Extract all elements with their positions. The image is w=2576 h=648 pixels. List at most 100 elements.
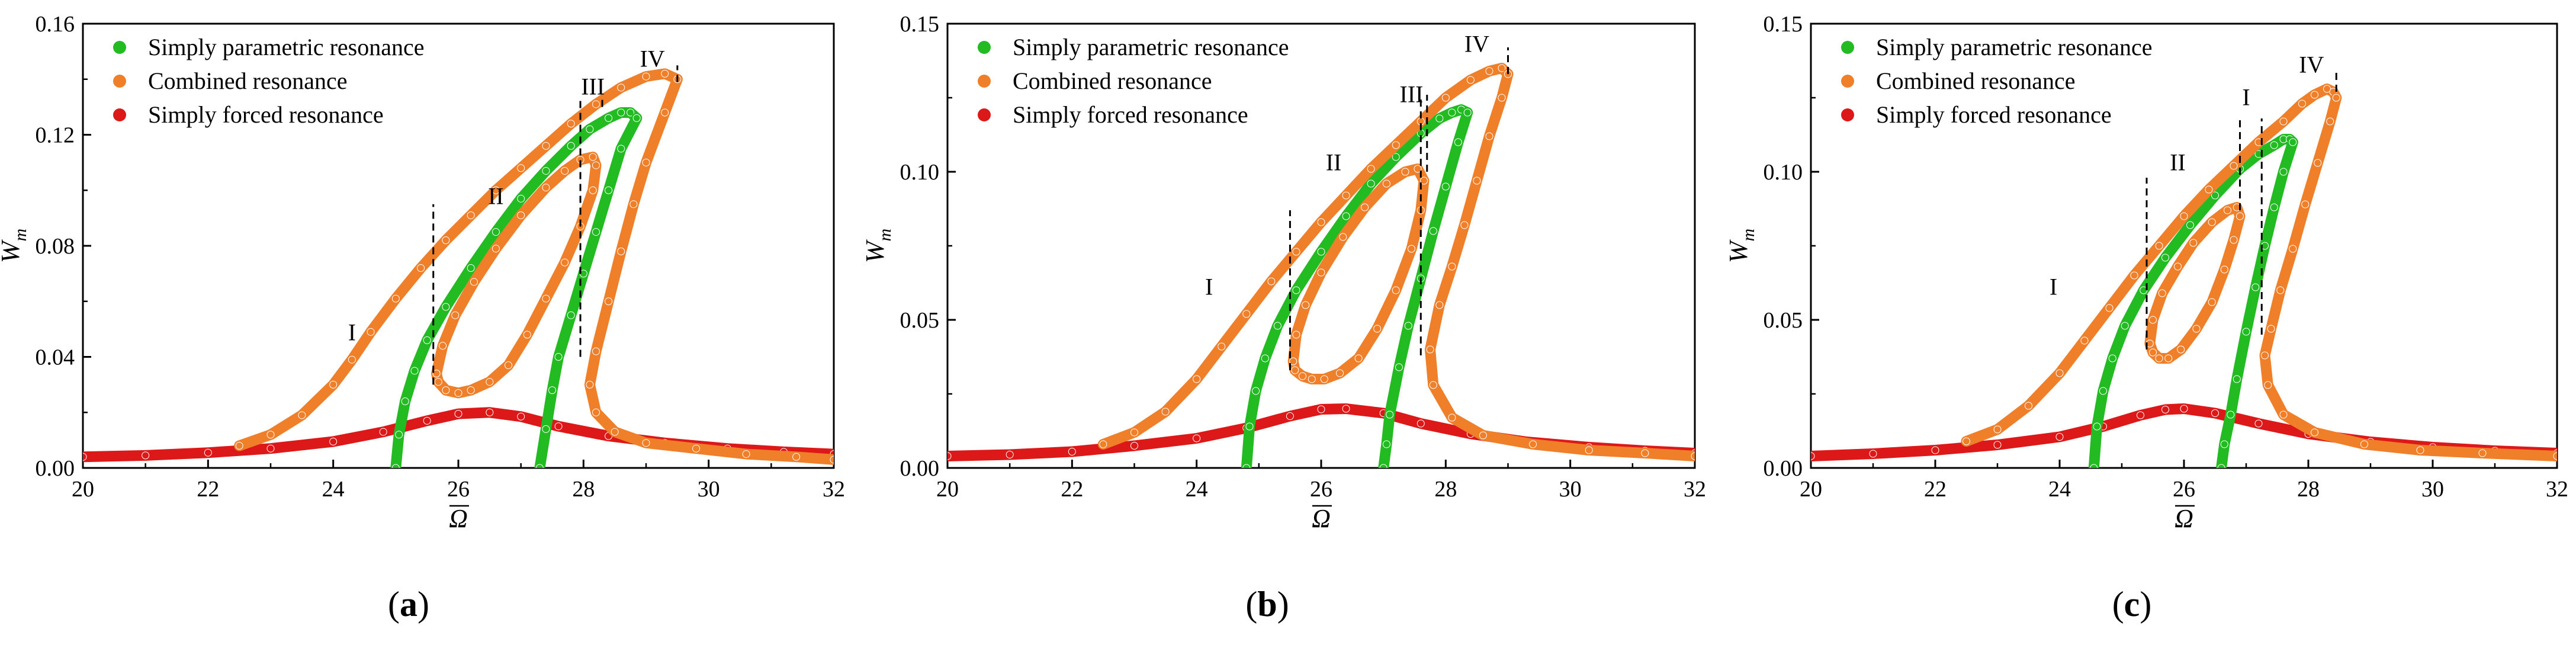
point-simply_parametric bbox=[548, 386, 556, 394]
point-combined bbox=[2192, 325, 2201, 333]
series-combined-segment-1 bbox=[2259, 92, 2557, 461]
point-simply_forced bbox=[454, 410, 462, 418]
legend-label-simply_forced: Simply forced resonance bbox=[1013, 101, 1248, 128]
point-simply_forced bbox=[1869, 450, 1877, 458]
point-combined bbox=[1218, 342, 1226, 351]
point-combined bbox=[2360, 440, 2368, 448]
y-axis-label: Wm bbox=[860, 229, 895, 263]
point-combined bbox=[1641, 449, 1649, 457]
point-simply_forced bbox=[2055, 433, 2064, 441]
y-tick-label: 0.05 bbox=[1764, 308, 1803, 333]
caption-b: (b) bbox=[1245, 585, 1289, 624]
point-simply_parametric bbox=[423, 336, 431, 344]
point-simply_parametric bbox=[2227, 410, 2235, 419]
point-simply_parametric bbox=[1382, 440, 1390, 448]
point-simply_forced bbox=[554, 422, 563, 431]
point-combined bbox=[2261, 351, 2269, 360]
point-combined bbox=[1479, 431, 1487, 440]
y-tick-label: 0.10 bbox=[1764, 160, 1803, 185]
point-combined bbox=[617, 84, 625, 92]
point-combined bbox=[2055, 369, 2064, 377]
point-simply_parametric bbox=[2242, 328, 2250, 336]
point-combined bbox=[692, 444, 701, 453]
point-simply_parametric bbox=[567, 311, 575, 319]
region-label: I bbox=[2242, 84, 2250, 111]
point-combined bbox=[2224, 206, 2231, 214]
chart-panel-a: 202224262830320.000.040.080.120.16ΩWmIII… bbox=[0, 12, 845, 533]
point-simply_parametric bbox=[1435, 114, 1444, 123]
point-combined bbox=[432, 370, 441, 378]
point-simply_parametric bbox=[1386, 410, 1394, 419]
point-combined bbox=[2267, 325, 2275, 333]
point-combined bbox=[2326, 117, 2334, 126]
point-simply_parametric bbox=[395, 431, 403, 439]
legend-marker-simply_forced bbox=[1841, 108, 1854, 121]
y-axis-label-subscript: m bbox=[11, 229, 30, 242]
x-tick-label: 30 bbox=[1559, 477, 1582, 502]
point-combined bbox=[1426, 345, 1434, 354]
point-combined bbox=[1242, 310, 1251, 318]
point-combined bbox=[592, 408, 600, 416]
point-combined bbox=[517, 164, 525, 172]
point-combined bbox=[642, 439, 650, 447]
point-combined bbox=[1267, 277, 1276, 285]
y-tick-label: 0.10 bbox=[900, 160, 940, 185]
point-combined bbox=[467, 211, 475, 219]
point-simply_parametric bbox=[1261, 354, 1269, 363]
point-combined bbox=[2416, 446, 2424, 454]
point-combined bbox=[442, 236, 450, 245]
point-simply_parametric bbox=[1448, 108, 1456, 117]
series-simply_parametric-segment-1 bbox=[534, 113, 643, 468]
point-simply_forced bbox=[2254, 419, 2263, 428]
point-combined bbox=[629, 200, 638, 208]
point-combined bbox=[1292, 331, 1300, 339]
point-combined bbox=[567, 120, 575, 128]
point-combined bbox=[2155, 354, 2163, 363]
legend-marker-simply_parametric bbox=[1841, 41, 1854, 54]
point-combined bbox=[367, 328, 375, 336]
point-simply_parametric bbox=[1292, 286, 1300, 294]
point-combined bbox=[492, 245, 500, 253]
point-combined bbox=[1392, 141, 1400, 149]
chart-panel-c: 20 22 24 26 28 30 320.000.050.100.15ΩWmIIIIIVS… bbox=[1724, 12, 2568, 533]
point-simply_forced bbox=[329, 437, 338, 445]
region-label: I bbox=[348, 319, 356, 345]
y-tick-label: 0.08 bbox=[36, 234, 75, 259]
point-simply_forced bbox=[379, 428, 387, 436]
point-combined bbox=[2164, 354, 2173, 363]
point-combined bbox=[561, 258, 569, 267]
point-simply_parametric bbox=[542, 166, 550, 175]
point-combined bbox=[1407, 245, 1415, 253]
point-simply_forced bbox=[1931, 446, 1939, 454]
point-simply_parametric bbox=[632, 114, 641, 122]
point-simply_parametric bbox=[605, 114, 613, 122]
point-simply_forced bbox=[1417, 419, 1425, 428]
point-combined bbox=[605, 297, 613, 306]
region-label: I bbox=[1205, 274, 1213, 300]
x-tick-label: 22 bbox=[1061, 477, 1083, 502]
point-combined bbox=[2205, 185, 2213, 194]
plot-data-area bbox=[83, 68, 834, 468]
point-combined bbox=[1292, 248, 1300, 256]
point-simply_forced bbox=[1068, 448, 1076, 455]
x-tick-label: 30 bbox=[2421, 477, 2444, 502]
y-tick-label: 0.05 bbox=[900, 308, 940, 333]
point-simply_parametric bbox=[1441, 182, 1450, 191]
point-simply_parametric bbox=[535, 464, 544, 468]
point-combined bbox=[1099, 440, 1107, 448]
point-combined bbox=[470, 278, 478, 286]
point-combined bbox=[1308, 375, 1316, 383]
point-simply_parametric bbox=[2211, 191, 2219, 200]
point-combined bbox=[2332, 94, 2340, 102]
point-simply_parametric bbox=[605, 186, 613, 194]
point-simply_parametric bbox=[2251, 283, 2260, 291]
region-label: I bbox=[2050, 274, 2057, 300]
point-simply_parametric bbox=[2161, 254, 2169, 262]
point-simply_forced bbox=[1317, 405, 1325, 413]
series-simply_parametric-segment-0 bbox=[390, 107, 643, 468]
point-simply_parametric bbox=[2220, 440, 2228, 448]
y-tick-label: 0.15 bbox=[1764, 12, 1803, 37]
point-combined bbox=[2149, 348, 2157, 357]
x-axis-label: Ω bbox=[449, 504, 468, 533]
